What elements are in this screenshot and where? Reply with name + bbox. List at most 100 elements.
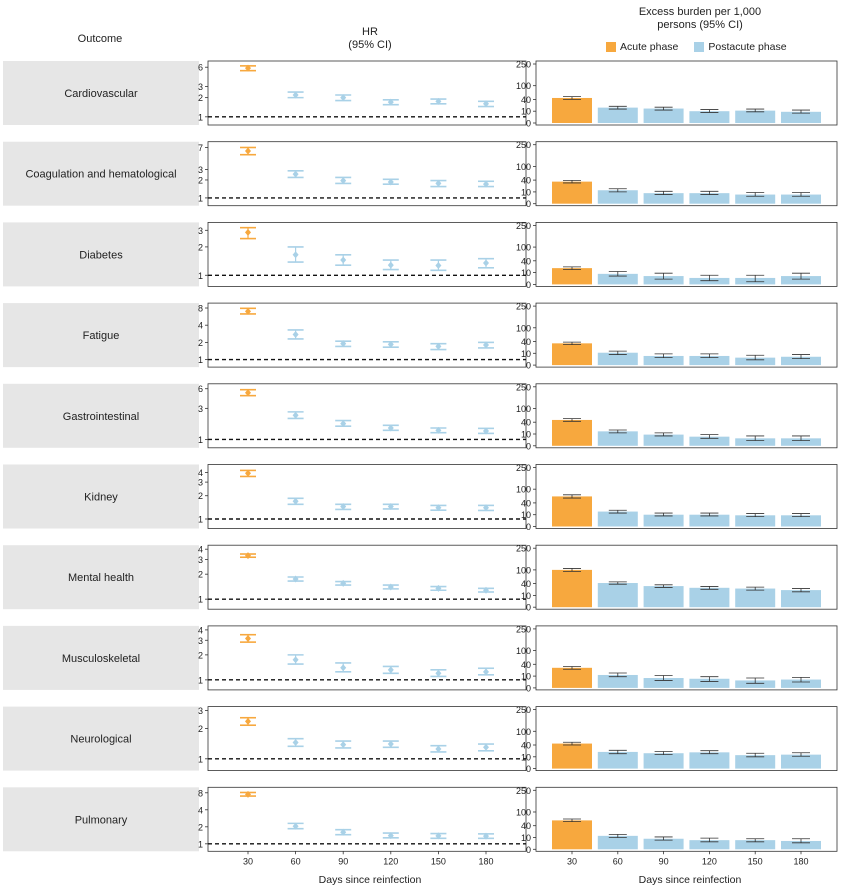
eb-x-tick-label: 120	[702, 856, 717, 866]
eb-y-tick-label: 10	[521, 187, 531, 197]
eb-bar	[689, 193, 730, 204]
hr-y-tick-label: 2	[198, 175, 203, 185]
eb-y-tick-label: 0	[526, 522, 531, 532]
hr-point	[292, 739, 299, 747]
eb-y-tick-label: 0	[526, 361, 531, 371]
eb-bar	[781, 276, 821, 285]
eb-panel-frame	[535, 60, 838, 126]
eb-y-tick-label: 40	[521, 337, 531, 347]
hr-point	[340, 340, 347, 348]
hr-point	[483, 341, 489, 349]
eb-y-tick-label: 100	[516, 243, 531, 253]
eb-bar	[781, 590, 821, 608]
hr-point	[435, 97, 442, 105]
eb-y-tick-label: 10	[521, 349, 531, 359]
eb-bar	[689, 355, 730, 366]
hr-y-tick-label: 2	[198, 93, 203, 103]
eb-bar	[735, 840, 776, 850]
eb-y-tick-label: 250	[516, 624, 531, 634]
eb-x-axis-label: Days since reinfection	[638, 874, 742, 886]
eb-y-tick-label: 250	[516, 705, 531, 715]
eb-y-tick-label: 250	[516, 544, 531, 554]
eb-y-tick-label: 10	[521, 591, 531, 601]
outcome-label-mental-health: Mental health	[68, 572, 134, 584]
eb-bar	[552, 667, 592, 688]
hr-point	[340, 741, 347, 749]
hr-panel-frame	[207, 60, 527, 126]
eb-bar	[643, 838, 684, 850]
eb-bar	[597, 583, 638, 608]
eb-bar	[643, 355, 684, 366]
hr-y-tick-label: 1	[198, 193, 203, 203]
hr-point	[340, 503, 347, 511]
eb-y-tick-label: 0	[526, 683, 531, 693]
outcome-box-neurological	[3, 706, 199, 771]
eb-bar	[735, 194, 776, 204]
hr-y-tick-label: 3	[198, 165, 203, 175]
hr-point	[245, 307, 251, 315]
hr-point	[483, 832, 489, 840]
hr-y-tick-label: 4	[198, 545, 203, 555]
hr-y-tick-label: 2	[198, 724, 203, 734]
hr-panel-frame	[207, 706, 527, 771]
eb-y-tick-label: 10	[521, 833, 531, 843]
eb-bar	[735, 515, 776, 527]
eb-bar	[552, 743, 592, 769]
hr-point	[245, 790, 251, 798]
outcome-box-coagulation-and-hematological	[3, 141, 199, 206]
hr-point	[292, 251, 299, 259]
hr-panel-frame	[207, 625, 527, 691]
eb-y-tick-label: 0	[526, 441, 531, 451]
hr-point	[483, 259, 489, 267]
hr-y-tick-label: 3	[198, 636, 203, 646]
hr-panel-frame	[207, 141, 527, 207]
outcome-label-musculoskeletal: Musculoskeletal	[62, 653, 140, 665]
hr-point	[387, 424, 394, 432]
eb-y-tick-label: 100	[516, 646, 531, 656]
hr-y-tick-label: 3	[198, 706, 203, 716]
hr-point	[387, 740, 394, 748]
hr-title-line2: (95% CI)	[348, 39, 392, 51]
hr-point	[292, 411, 299, 419]
hr-point	[435, 745, 442, 753]
hr-y-tick-label: 3	[198, 555, 203, 565]
hr-y-tick-label: 7	[198, 143, 203, 153]
eb-bar	[781, 840, 821, 850]
eb-bar	[643, 586, 684, 608]
eb-panel-frame	[535, 544, 838, 610]
hr-y-tick-label: 6	[198, 384, 203, 394]
outcome-box-gastrointestinal	[3, 383, 199, 448]
hr-point	[340, 420, 347, 428]
hr-point	[387, 583, 394, 591]
outcome-label-neurological: Neurological	[70, 734, 131, 746]
eb-y-tick-label: 40	[521, 418, 531, 428]
eb-bar	[643, 108, 684, 123]
eb-bar	[781, 356, 821, 366]
eb-bar	[735, 110, 776, 123]
eb-bar	[552, 419, 592, 446]
eb-y-tick-label: 40	[521, 256, 531, 266]
eb-x-tick-label: 60	[613, 856, 623, 866]
hr-point	[387, 503, 394, 511]
eb-panel-frame	[535, 141, 838, 207]
eb-x-tick-label: 30	[567, 856, 577, 866]
hr-point	[340, 256, 347, 264]
hr-y-tick-label: 2	[198, 822, 203, 832]
eb-y-tick-label: 0	[526, 764, 531, 774]
hr-point	[435, 504, 442, 512]
eb-panel-frame	[535, 302, 838, 368]
outcome-box-fatigue	[3, 303, 199, 368]
hr-y-tick-label: 1	[198, 675, 203, 685]
hr-point	[435, 342, 442, 350]
eb-x-tick-label: 150	[748, 856, 763, 866]
eb-bar	[597, 273, 638, 285]
eb-bar	[597, 674, 638, 688]
eb-bar	[552, 496, 592, 527]
hr-y-tick-label: 3	[198, 404, 203, 414]
hr-point	[292, 822, 299, 830]
eb-bar	[597, 107, 638, 123]
outcome-box-diabetes	[3, 222, 199, 287]
eb-title-line2: persons (95% CI)	[657, 19, 743, 31]
hr-point	[245, 228, 251, 236]
hr-point	[245, 147, 251, 155]
